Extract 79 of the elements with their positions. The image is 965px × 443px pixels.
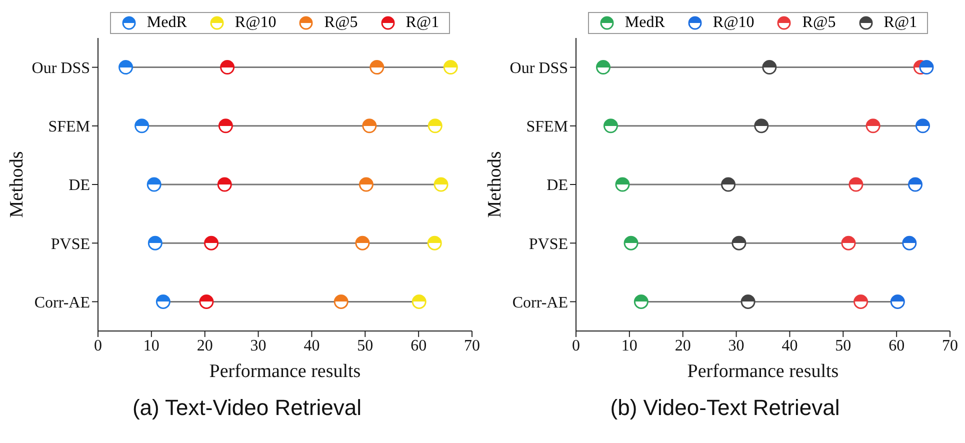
x-tick-label: 0 — [572, 337, 580, 354]
x-tick-label: 40 — [304, 337, 320, 354]
x-tick-label: 20 — [674, 337, 691, 354]
y-tick-label: DE — [68, 177, 90, 194]
point — [596, 60, 610, 75]
point — [916, 118, 930, 134]
point — [732, 236, 746, 250]
legend-label: R@5 — [802, 14, 836, 32]
y-tick-label: PVSE — [50, 236, 90, 253]
point — [854, 294, 868, 309]
point — [762, 60, 777, 75]
point — [118, 60, 134, 75]
point — [427, 236, 442, 250]
x-tick-label: 0 — [94, 337, 102, 354]
point — [358, 177, 374, 192]
point — [218, 118, 233, 134]
y-tick-label: Our DSS — [510, 60, 568, 77]
point — [334, 294, 348, 309]
point — [624, 236, 638, 250]
x-tick-label: 20 — [196, 337, 213, 354]
legend-label: R@10 — [234, 14, 276, 32]
point — [603, 118, 618, 134]
point — [204, 236, 219, 250]
point — [220, 60, 235, 75]
point — [848, 177, 864, 192]
point — [754, 118, 769, 134]
point — [156, 294, 170, 309]
point — [919, 60, 934, 75]
x-tick-label: 30 — [728, 337, 744, 354]
point — [615, 177, 630, 192]
x-tick-label: 40 — [782, 337, 798, 354]
point — [217, 177, 232, 192]
point — [890, 294, 905, 309]
point — [908, 177, 923, 192]
point — [740, 294, 756, 309]
y-tick-label: Our DSS — [32, 60, 90, 77]
x-tick-label: 60 — [410, 337, 427, 354]
y-axis-title: Methods — [484, 151, 506, 218]
point — [148, 236, 162, 250]
y-tick-label: Corr-AE — [34, 294, 90, 312]
legend-label: R@1 — [406, 14, 440, 32]
point — [146, 177, 162, 192]
point — [362, 118, 377, 134]
point — [841, 236, 856, 250]
y-tick-label: Corr-AE — [512, 294, 568, 312]
y-tick-label: PVSE — [528, 236, 568, 253]
legend-label: R@1 — [884, 14, 918, 32]
text: (a) Text-Video Retrieval — [132, 395, 362, 421]
point — [634, 294, 648, 309]
point — [721, 177, 736, 192]
x-tick-label: 60 — [888, 337, 905, 354]
y-tick-label: DE — [546, 177, 568, 194]
x-tick-label: 10 — [621, 337, 638, 354]
x-axis-title: Performance results — [687, 361, 839, 382]
point — [370, 60, 384, 75]
legend-label: R@5 — [324, 14, 358, 32]
y-axis-title: Methods — [6, 151, 28, 218]
legend-label: MedR — [146, 14, 187, 32]
point — [866, 118, 880, 134]
x-tick-label: 70 — [464, 337, 480, 354]
y-tick-label: SFEM — [526, 118, 568, 136]
x-tick-label: 50 — [357, 337, 374, 354]
point — [902, 236, 917, 250]
text: (b) Video-Text Retrieval — [610, 395, 840, 421]
point — [434, 177, 448, 192]
x-axis-title: Performance results — [209, 361, 361, 382]
point — [199, 294, 214, 309]
legend-label: R@10 — [712, 14, 754, 32]
point — [443, 60, 458, 75]
y-tick-label: SFEM — [48, 118, 90, 136]
point — [134, 118, 150, 134]
point — [428, 118, 442, 134]
x-tick-label: 70 — [942, 337, 958, 354]
legend-label: MedR — [624, 14, 665, 32]
point — [412, 294, 426, 309]
x-tick-label: 30 — [250, 337, 266, 354]
x-tick-label: 10 — [143, 337, 160, 354]
x-tick-label: 50 — [835, 337, 852, 354]
point — [355, 236, 370, 250]
